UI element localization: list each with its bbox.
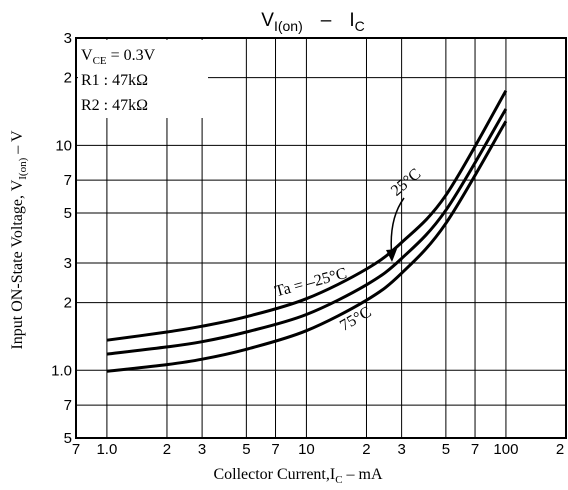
x-axis-label-main: Collector Current,I — [213, 466, 335, 483]
series-line-2 — [106, 120, 508, 373]
y-tick-label: 5 — [64, 430, 72, 447]
x-tick-label: 2 — [362, 441, 370, 458]
x-tick-label: 7 — [471, 441, 479, 458]
conditions-background — [78, 40, 208, 118]
y-tick-label: 3 — [64, 30, 72, 47]
y-tick-label: 10 — [55, 137, 72, 154]
series-group — [106, 89, 508, 373]
x-tick-label: 5 — [442, 441, 450, 458]
y-tick-label: 2 — [64, 70, 72, 87]
condition-line: R1 : 47kΩ — [81, 72, 148, 89]
x-tick-label: 10 — [298, 441, 315, 458]
condition-line: VCE = 0.3V — [81, 47, 156, 67]
title-v: V — [261, 10, 274, 31]
y-axis-label-sub: I(on) — [17, 157, 29, 179]
x-tick-label: 2 — [163, 441, 171, 458]
x-tick-label: 7 — [271, 441, 279, 458]
y-axis-label-main: Input ON-State Voltage, V — [9, 179, 26, 349]
label-75c: 75°C — [337, 303, 374, 334]
x-tick-label: 3 — [198, 441, 206, 458]
x-axis-label-unit: – mA — [343, 466, 383, 483]
title-v-sub: I(on) — [274, 18, 303, 34]
series-line-1 — [106, 108, 508, 356]
title-i: I — [349, 10, 354, 31]
y-tick-label: 3 — [64, 255, 72, 272]
y-tick-label: 5 — [64, 205, 72, 222]
x-axis-label-sub: C — [335, 474, 342, 486]
annotation-arrowhead — [386, 249, 397, 262]
y-tick-label: 1.0 — [51, 362, 72, 379]
y-axis-label-unit: – V — [9, 130, 26, 158]
plot-frame — [75, 37, 567, 439]
y-axis-label: Input ON-State Voltage, VI(on) – V — [9, 130, 29, 349]
title-sep: – — [321, 10, 332, 31]
grid — [76, 38, 566, 438]
x-tick-label: 7 — [72, 441, 80, 458]
conditions-box: VCE = 0.3V R1 : 47kΩ R2 : 47kΩ — [81, 47, 156, 114]
y-tick-label: 2 — [64, 295, 72, 312]
x-tick-label: 2 — [556, 441, 564, 458]
title-i-sub: C — [355, 18, 365, 34]
series-line-0 — [106, 89, 508, 342]
x-tick-label: 100 — [493, 441, 518, 458]
x-tick-label: 5 — [242, 441, 250, 458]
x-tick-label: 1.0 — [96, 441, 117, 458]
x-axis-label: Collector Current,IC – mA — [213, 466, 383, 486]
y-tick-label: 7 — [64, 172, 72, 189]
y-tick-label: 7 — [64, 397, 72, 414]
x-tick-label: 3 — [397, 441, 405, 458]
label-ta-neg25: Ta = –25°C — [273, 265, 349, 301]
chart-title: VI(on) – IC — [261, 10, 364, 34]
condition-line: R2 : 47kΩ — [81, 97, 148, 114]
label-25c: 25°C — [388, 165, 424, 199]
